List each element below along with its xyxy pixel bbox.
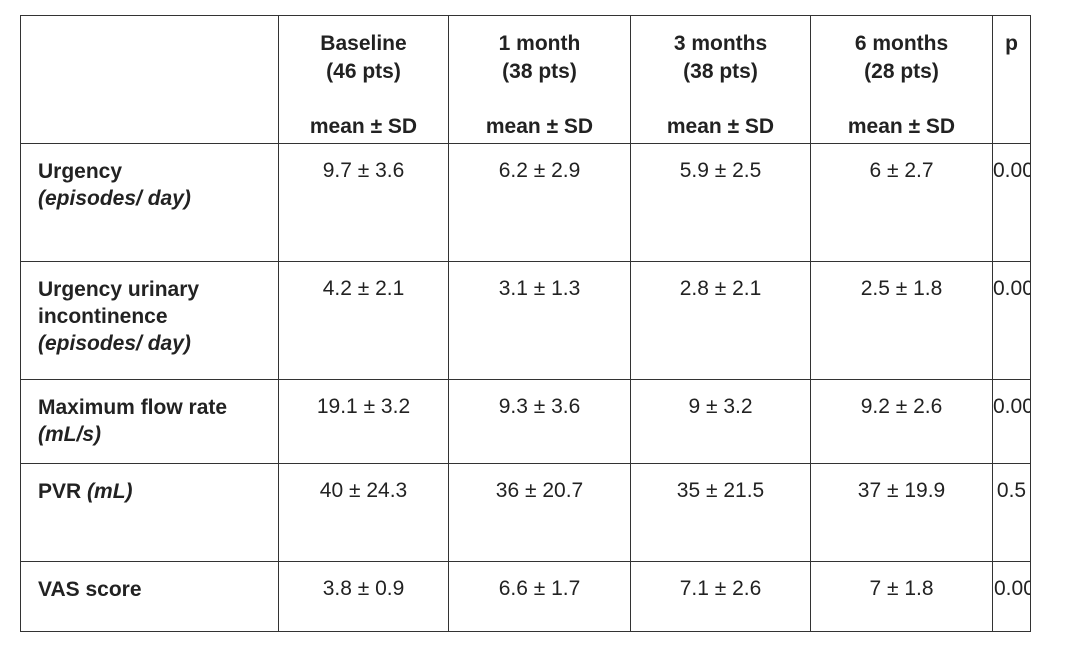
table-row: PVR (mL) 40 ± 24.3 36 ± 20.7 35 ± 21.5 3… (20, 463, 1031, 562)
header-subtitle: (28 pts) (864, 60, 939, 83)
row-label: Maximum flow rate (mL/s) (20, 379, 279, 464)
header-subtitle: (38 pts) (683, 60, 758, 83)
row-label-text: Maximum flow rate (38, 396, 228, 419)
header-label-cell (20, 15, 279, 144)
table-row: Urgency (episodes/ day) 9.7 ± 3.6 6.2 ± … (20, 143, 1031, 262)
header-title: 3 months (673, 32, 768, 55)
value-cell: 6 ± 2.7 (810, 143, 993, 262)
header-title: p (1005, 32, 1018, 55)
table-row: Urgency urinary incontinence (episodes/ … (20, 261, 1031, 380)
row-unit: (mL/s) (38, 423, 101, 446)
value-cell: 9.7 ± 3.6 (278, 143, 449, 262)
value-cell: 7 ± 1.8 (810, 561, 993, 632)
row-label: Urgency urinary incontinence (episodes/ … (20, 261, 279, 380)
row-label-text: Urgency (38, 160, 123, 183)
header-p-value: p (992, 15, 1031, 144)
header-title: 6 months (854, 32, 949, 55)
value-cell: 3.8 ± 0.9 (278, 561, 449, 632)
header-subtitle: (38 pts) (502, 60, 577, 83)
value-cell: 2.5 ± 1.8 (810, 261, 993, 380)
value-cell: 6.2 ± 2.9 (448, 143, 631, 262)
p-value-cell: 0.00 (992, 261, 1031, 380)
value-cell: 36 ± 20.7 (448, 463, 631, 562)
row-label-text: PVR (38, 480, 82, 503)
header-6-months: 6 months (28 pts) mean ± SD (810, 15, 993, 144)
header-baseline: Baseline (46 pts) mean ± SD (278, 15, 449, 144)
header-stat: mean ± SD (666, 115, 775, 138)
value-cell: 40 ± 24.3 (278, 463, 449, 562)
value-cell: 7.1 ± 2.6 (630, 561, 811, 632)
header-3-months: 3 months (38 pts) mean ± SD (630, 15, 811, 144)
row-unit: (episodes/ day) (38, 187, 191, 210)
value-cell: 9.2 ± 2.6 (810, 379, 993, 464)
table-container: Baseline (46 pts) mean ± SD 1 month (38 … (20, 15, 1031, 632)
value-cell: 6.6 ± 1.7 (448, 561, 631, 632)
header-subtitle: (46 pts) (326, 60, 401, 83)
row-label: VAS score (20, 561, 279, 632)
results-table: Baseline (46 pts) mean ± SD 1 month (38 … (20, 15, 1031, 632)
header-1-month: 1 month (38 pts) mean ± SD (448, 15, 631, 144)
row-unit: (episodes/ day) (38, 332, 191, 355)
value-cell: 3.1 ± 1.3 (448, 261, 631, 380)
value-cell: 37 ± 19.9 (810, 463, 993, 562)
value-cell: 4.2 ± 2.1 (278, 261, 449, 380)
header-row: Baseline (46 pts) mean ± SD 1 month (38 … (20, 15, 1031, 144)
row-label: Urgency (episodes/ day) (20, 143, 279, 262)
table-row: Maximum flow rate (mL/s) 19.1 ± 3.2 9.3 … (20, 379, 1031, 464)
row-label: PVR (mL) (20, 463, 279, 562)
header-stat: mean ± SD (485, 115, 594, 138)
row-label-text: Urgency urinary (38, 278, 200, 301)
header-title: Baseline (320, 32, 407, 55)
value-cell: 35 ± 21.5 (630, 463, 811, 562)
header-stat: mean ± SD (847, 115, 956, 138)
value-cell: 2.8 ± 2.1 (630, 261, 811, 380)
row-label-text: VAS score (38, 578, 142, 601)
p-value-cell: 0.00 (992, 143, 1031, 262)
value-cell: 19.1 ± 3.2 (278, 379, 449, 464)
row-unit: (mL) (87, 480, 133, 503)
table-row: VAS score 3.8 ± 0.9 6.6 ± 1.7 7.1 ± 2.6 … (20, 561, 1031, 632)
value-cell: 9 ± 3.2 (630, 379, 811, 464)
row-label-text-line2: incontinence (38, 305, 168, 328)
value-cell: 5.9 ± 2.5 (630, 143, 811, 262)
header-title: 1 month (498, 32, 581, 55)
p-value-cell: 0.5 (992, 463, 1031, 562)
p-value-cell: 0.00 (992, 561, 1031, 632)
p-value-cell: 0.00 (992, 379, 1031, 464)
value-cell: 9.3 ± 3.6 (448, 379, 631, 464)
header-stat: mean ± SD (309, 115, 418, 138)
